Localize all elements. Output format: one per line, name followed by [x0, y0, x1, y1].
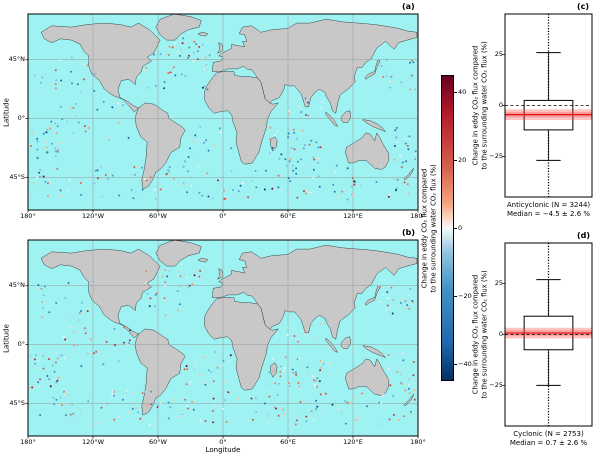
boxplot-ytick-label: 25	[494, 50, 503, 59]
map-cyclonic-eddies	[25, 239, 419, 439]
map-xtick-label: 120°E	[343, 211, 363, 220]
map-xtick-label: 0°	[219, 211, 227, 220]
map-xtick-label: 120°E	[343, 437, 363, 446]
map-ytick-label: 0°	[17, 114, 25, 123]
panel-label-d: (d)	[577, 231, 591, 240]
colorbar-tick-label: 40	[458, 87, 467, 96]
map-ytick-label: 0°	[17, 340, 25, 349]
latitude-axis-label-b: Latitude	[2, 323, 11, 353]
map-xtick-label: 60°E	[280, 211, 296, 220]
colorbar-label-line: to the surrounding water CO₂ flux (%)	[429, 163, 437, 293]
colorbar-tick-label: 20	[458, 155, 467, 164]
colorbar-tick-label: 0	[458, 223, 463, 232]
map-xtick-label: 180°	[20, 211, 36, 220]
boxplot-d-ylabel: Change in eddy CO₂ flux compared to the …	[472, 235, 489, 435]
colorbar-label: Change in eddy CO₂ flux compared to the …	[421, 128, 438, 328]
boxplot-ytick-label: 0	[498, 101, 503, 109]
map-ytick-label: 45°N	[8, 55, 25, 64]
map-ytick-label: 45°S	[9, 172, 25, 181]
boxplot-ytick-label: 25	[494, 279, 503, 288]
boxplot-c-subtitle: Median = −4.5 ± 2.6 %	[506, 209, 591, 218]
colorbar-tick-label: −20	[458, 291, 472, 300]
map-xtick-label: 60°W	[149, 211, 167, 220]
colorbar-tick	[454, 363, 457, 365]
colorbar-tick-label: −40	[458, 359, 472, 368]
map-xtick-label: 60°W	[149, 437, 167, 446]
boxplot-c-ylabel: Change in eddy CO₂ flux compared to the …	[472, 6, 489, 206]
boxplot-cyclonic	[502, 242, 593, 427]
boxplot-ylabel-line: Change in eddy CO₂ flux compared	[471, 45, 480, 166]
longitude-axis-label: Longitude	[205, 446, 241, 454]
colorbar-tick	[454, 295, 457, 297]
colorbar	[441, 75, 454, 381]
colorbar-label-line: Change in eddy CO₂ flux compared	[420, 168, 429, 288]
boxplot-c-title: Anticyclonic (N = 3244)	[506, 200, 591, 209]
colorbar-tick	[454, 91, 457, 93]
map-xtick-label: 120°W	[81, 211, 105, 220]
boxplot-d-title: Cyclonic (N = 2753)	[513, 429, 584, 438]
colorbar-tick	[454, 227, 457, 229]
panel-label-c: (c)	[577, 2, 590, 11]
latitude-axis-label-a: Latitude	[2, 97, 11, 127]
boxplot-ytick-label: −25	[489, 151, 503, 160]
map-xtick-label: 180°	[410, 437, 426, 446]
boxplot-ylabel-line: Change in eddy CO₂ flux compared	[471, 274, 480, 395]
map-xtick-label: 0°	[219, 437, 227, 446]
boxplot-d-subtitle: Median = 0.7 ± 2.6 %	[509, 438, 588, 447]
map-xtick-label: 60°E	[280, 437, 296, 446]
map-xtick-label: 180°	[20, 437, 36, 446]
boxplot-ytick-label: 0	[498, 330, 503, 338]
boxplot-anticyclonic	[502, 13, 593, 198]
colorbar-tick	[454, 159, 457, 161]
panel-label-b: (b)	[402, 228, 416, 237]
map-xtick-label: 180°	[410, 211, 426, 220]
map-xtick-label: 120°W	[81, 437, 105, 446]
map-anticyclonic-eddies	[25, 13, 419, 213]
panel-label-a: (a)	[402, 2, 415, 11]
map-ytick-label: 45°N	[8, 281, 25, 290]
map-ytick-label: 45°S	[9, 398, 25, 407]
boxplot-ytick-label: −25	[489, 380, 503, 389]
